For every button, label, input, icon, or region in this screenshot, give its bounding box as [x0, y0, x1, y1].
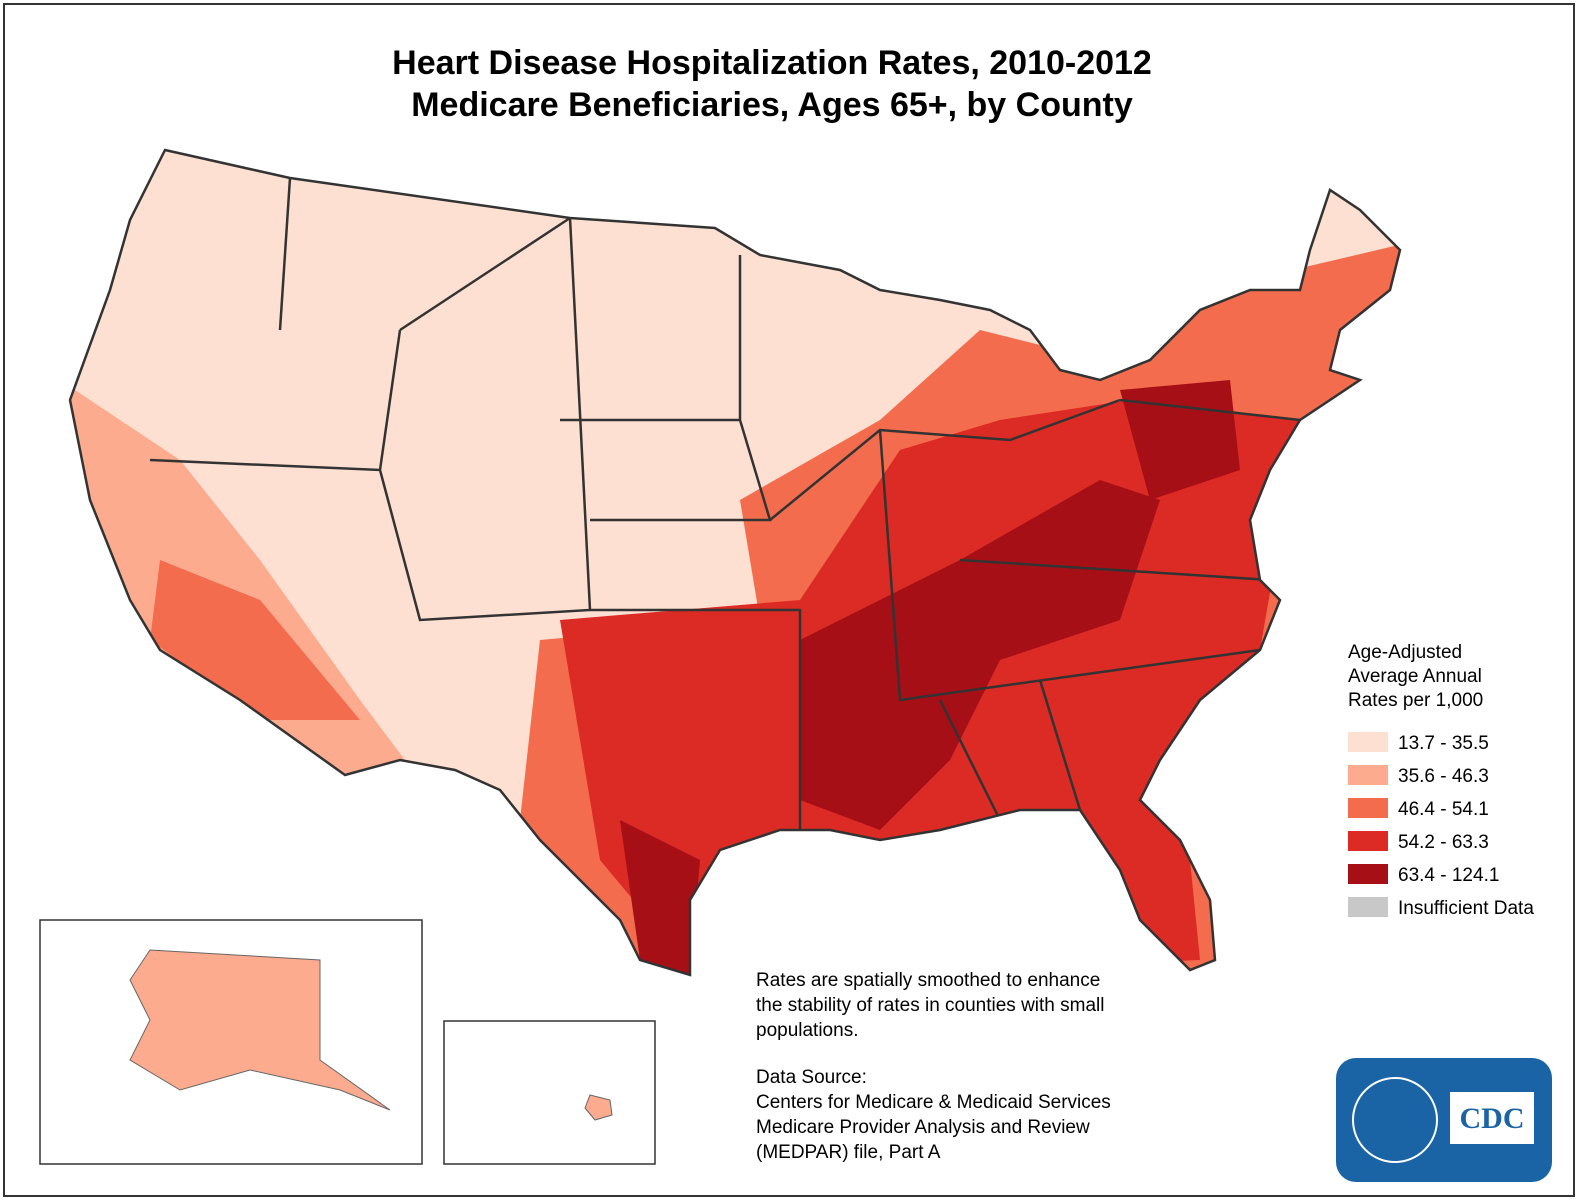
title-line: Heart Disease Hospitalization Rates, 201… — [392, 44, 1152, 82]
source-line: Medicare Provider Analysis and Review — [756, 1117, 1090, 1138]
note-line: the stability of rates in counties with … — [756, 995, 1105, 1016]
legend-swatch — [1348, 864, 1388, 884]
state-borders — [149, 177, 1301, 830]
legend-swatch — [1348, 798, 1388, 818]
legend-label: 54.2 - 63.3 — [1398, 832, 1489, 853]
source-line: (MEDPAR) file, Part A — [756, 1142, 941, 1163]
legend-label: 63.4 - 124.1 — [1398, 865, 1499, 886]
cdc-logo — [1336, 1058, 1552, 1182]
cdc-logo-box — [1450, 1092, 1534, 1144]
alaska — [129, 949, 391, 1111]
legend-title: Age-Adjusted — [1348, 642, 1462, 663]
legend-label: Insufficient Data — [1398, 898, 1534, 919]
legend-swatch — [1348, 732, 1388, 752]
title-line: Medicare Beneficiaries, Ages 65+, by Cou… — [411, 86, 1133, 124]
hawaii-inset — [443, 1020, 656, 1165]
region-socal — [150, 560, 360, 720]
legend-title: Average Annual — [1348, 666, 1482, 687]
cdc-logo-text: CDC — [1460, 1102, 1525, 1135]
legend-label: 35.6 - 46.3 — [1398, 766, 1489, 787]
legend-swatch — [1348, 765, 1388, 785]
legend-swatch — [1348, 831, 1388, 851]
legend-swatch — [1348, 897, 1388, 917]
source-line: Data Source: — [756, 1067, 867, 1088]
legend-label: 13.7 - 35.5 — [1398, 733, 1489, 754]
legend: Age-Adjusted Average Annual Rates per 1,00… — [1348, 642, 1534, 919]
source-line: Centers for Medicare & Medicaid Services — [756, 1092, 1111, 1113]
legend-label: 46.4 - 54.1 — [1398, 799, 1489, 820]
notes: Rates are spatially smoothed to enhance t… — [756, 970, 1111, 1163]
note-line: Rates are spatially smoothed to enhance — [756, 970, 1100, 991]
us-outline — [68, 148, 1402, 977]
note-line: populations. — [756, 1020, 858, 1041]
region-stx — [620, 820, 700, 975]
legend-title: Rates per 1,000 — [1348, 690, 1483, 711]
hawaii — [584, 1094, 613, 1121]
hhs-seal — [1352, 1077, 1438, 1163]
